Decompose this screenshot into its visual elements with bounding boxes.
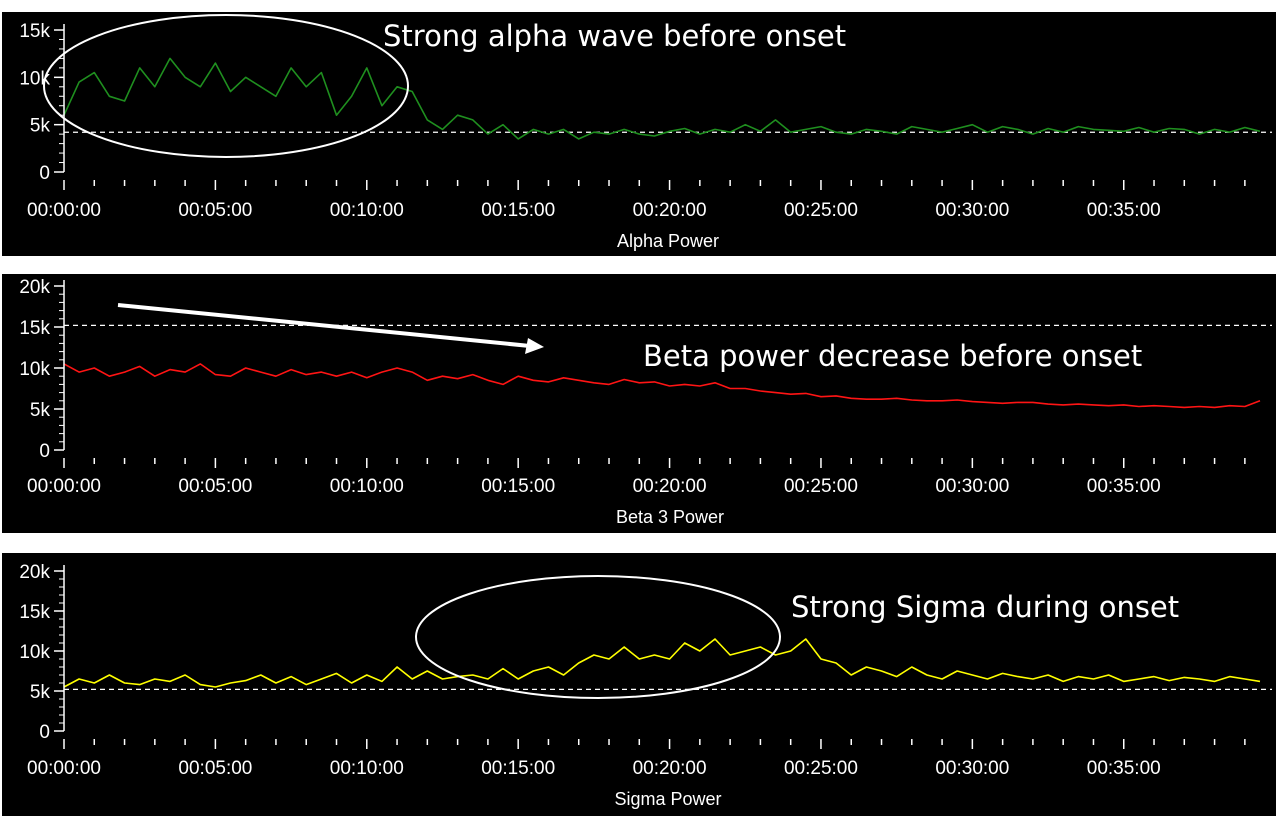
x-tick-label: 00:10:00 xyxy=(330,476,404,497)
x-tick-label: 00:25:00 xyxy=(784,758,858,779)
x-tick-label: 00:00:00 xyxy=(27,200,101,221)
y-tick-label: 15k xyxy=(19,318,50,339)
y-tick-label: 10k xyxy=(19,359,50,380)
y-tick-label: 15k xyxy=(19,602,50,623)
annotation-arrow-head xyxy=(525,338,544,354)
annotation-text: Strong Sigma during onset xyxy=(791,590,1179,624)
alpha-power-plot: 00:00:00 00:05:00 00:10:00 00:15:00 00:20:00… xyxy=(19,14,1272,251)
alpha-power-chart: 00:00:00 00:05:00 00:10:00 00:15:00 00:20:00… xyxy=(2,12,1276,256)
y-tick-label: 0 xyxy=(39,441,50,462)
x-tick-label: 00:35:00 xyxy=(1087,476,1161,497)
x-tick-label: 00:30:00 xyxy=(935,200,1009,221)
beta3-power-plot: 00:00:00 00:05:00 00:10:00 00:15:00 00:20:00… xyxy=(19,277,1272,527)
sigma-power-plot: 00:00:00 00:05:00 00:10:00 00:15:00 00:20:00… xyxy=(19,562,1272,809)
y-tick-label: 20k xyxy=(19,562,50,583)
x-axis-title: Alpha Power xyxy=(617,231,719,251)
x-tick-label: 00:25:00 xyxy=(784,476,858,497)
x-tick-label: 00:25:00 xyxy=(784,200,858,221)
x-tick-label: 00:20:00 xyxy=(633,476,707,497)
x-axis-title: Beta 3 Power xyxy=(616,507,724,527)
series-line xyxy=(63,638,1261,688)
x-tick-label: 00:35:00 xyxy=(1087,200,1161,221)
y-tick-label: 5k xyxy=(30,682,51,703)
y-tick-label: 20k xyxy=(19,277,50,298)
x-tick-label: 00:10:00 xyxy=(330,200,404,221)
x-tick-label: 00:05:00 xyxy=(178,200,252,221)
x-tick-label: 00:30:00 xyxy=(935,758,1009,779)
x-tick-label: 00:20:00 xyxy=(633,200,707,221)
y-tick-label: 10k xyxy=(19,642,50,663)
annotation-text: Beta power decrease before onset xyxy=(643,339,1142,373)
x-tick-label: 00:05:00 xyxy=(178,476,252,497)
series-line xyxy=(63,57,1261,140)
annotation-ellipse xyxy=(415,575,781,699)
x-tick-label: 00:00:00 xyxy=(27,476,101,497)
series-line xyxy=(63,363,1261,409)
x-tick-label: 00:20:00 xyxy=(633,758,707,779)
x-tick-label: 00:15:00 xyxy=(481,758,555,779)
y-tick-label: 0 xyxy=(39,722,50,743)
y-tick-label: 5k xyxy=(30,116,51,137)
sigma-power-chart: 00:00:00 00:05:00 00:10:00 00:15:00 00:20:00… xyxy=(2,553,1276,816)
x-tick-label: 00:10:00 xyxy=(330,758,404,779)
x-tick-label: 00:35:00 xyxy=(1087,758,1161,779)
x-tick-label: 00:15:00 xyxy=(481,476,555,497)
y-tick-label: 0 xyxy=(39,163,50,184)
y-tick-label: 15k xyxy=(19,21,50,42)
annotation-text: Strong alpha wave before onset xyxy=(383,19,846,53)
annotation-ellipse xyxy=(43,14,409,158)
y-tick-label: 5k xyxy=(30,400,51,421)
y-tick-label: 10k xyxy=(19,68,50,89)
x-tick-label: 00:30:00 xyxy=(935,476,1009,497)
x-axis-title: Sigma Power xyxy=(614,789,721,809)
x-tick-label: 00:15:00 xyxy=(481,200,555,221)
x-tick-label: 00:00:00 xyxy=(27,758,101,779)
beta3-power-chart: 00:00:00 00:05:00 00:10:00 00:15:00 00:20:00… xyxy=(2,274,1276,533)
annotation-arrow-shaft xyxy=(117,303,531,348)
x-tick-label: 00:05:00 xyxy=(178,758,252,779)
